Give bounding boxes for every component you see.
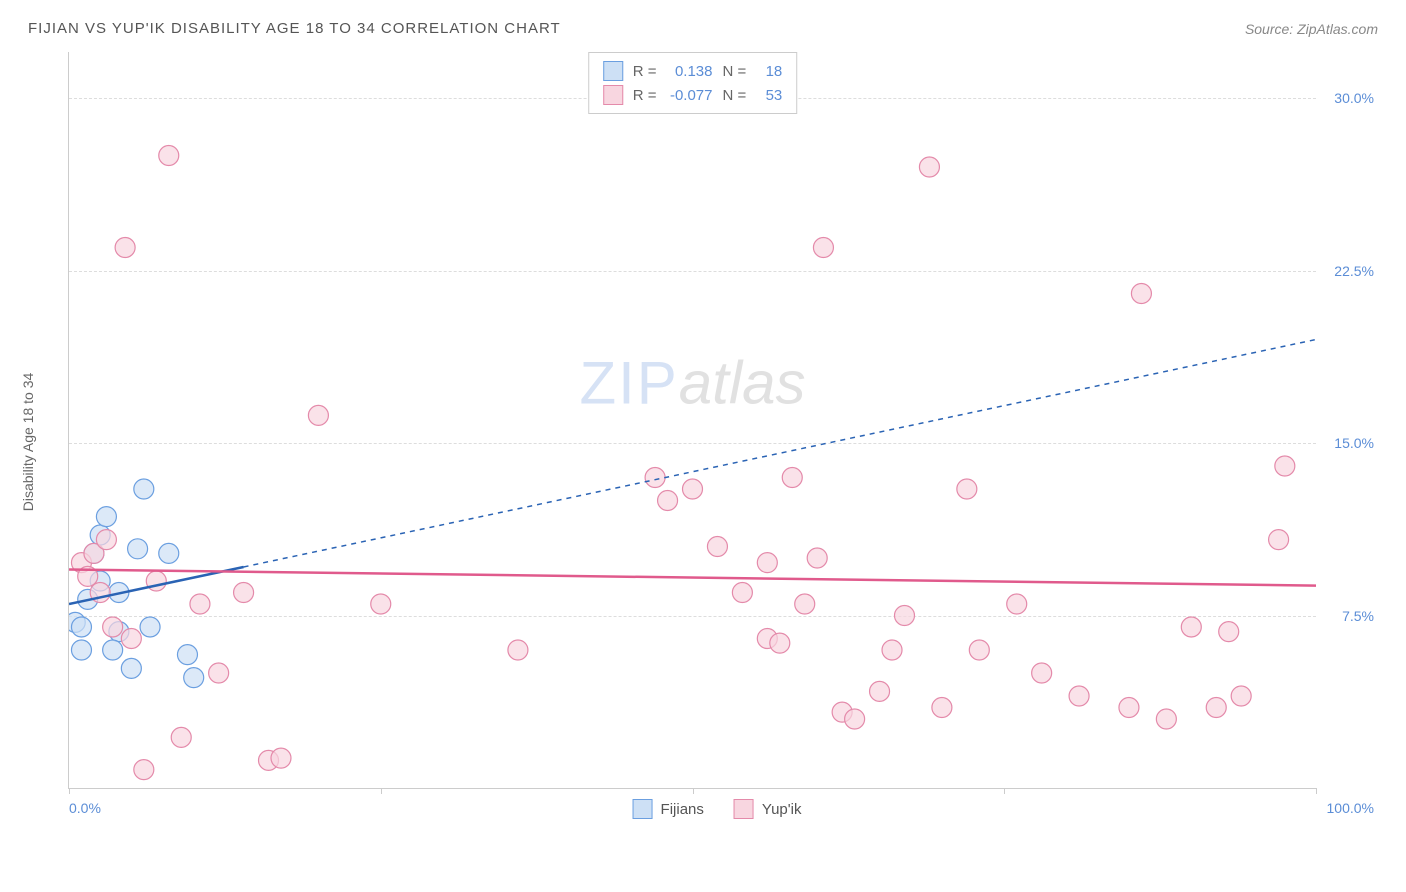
stat-r-value: -0.077 xyxy=(667,87,713,104)
data-point xyxy=(177,645,197,665)
legend-label: Fijians xyxy=(661,801,704,818)
legend-swatch xyxy=(633,799,653,819)
data-point xyxy=(1219,622,1239,642)
data-point xyxy=(813,238,833,258)
stat-n-value: 18 xyxy=(756,63,782,80)
trend-line xyxy=(69,570,1316,586)
data-point xyxy=(1231,686,1251,706)
legend-item: Yup'ik xyxy=(734,799,802,819)
data-point xyxy=(1032,663,1052,683)
stat-r-label: R = xyxy=(633,63,657,80)
data-point xyxy=(795,594,815,614)
data-point xyxy=(308,405,328,425)
stat-n-label: N = xyxy=(723,63,747,80)
stats-legend-row: R = -0.077 N = 53 xyxy=(603,83,783,107)
x-tick-mark xyxy=(1004,788,1005,794)
plot-area: ZIPatlas R =0.138N =18R =-0.077N =53 0.0… xyxy=(68,52,1316,789)
data-point xyxy=(782,468,802,488)
data-point xyxy=(1069,686,1089,706)
data-point xyxy=(71,617,91,637)
stat-r-label: R = xyxy=(633,87,657,104)
legend-label: Yup'ik xyxy=(762,801,802,818)
data-point xyxy=(1119,698,1139,718)
legend-swatch xyxy=(603,61,623,81)
data-point xyxy=(159,543,179,563)
data-point xyxy=(919,157,939,177)
x-axis-tick-left: 0.0% xyxy=(69,800,101,816)
data-point xyxy=(707,537,727,557)
data-point xyxy=(159,146,179,166)
data-point xyxy=(1181,617,1201,637)
stat-n-label: N = xyxy=(723,87,747,104)
data-point xyxy=(1269,530,1289,550)
data-point xyxy=(371,594,391,614)
data-point xyxy=(128,539,148,559)
data-point xyxy=(732,583,752,603)
data-point xyxy=(190,594,210,614)
data-point xyxy=(969,640,989,660)
chart-header: FIJIAN VS YUP'IK DISABILITY AGE 18 TO 34… xyxy=(20,20,1386,37)
data-point xyxy=(140,617,160,637)
data-point xyxy=(508,640,528,660)
data-point xyxy=(658,491,678,511)
data-point xyxy=(121,629,141,649)
data-point xyxy=(96,507,116,527)
legend-swatch xyxy=(734,799,754,819)
data-point xyxy=(932,698,952,718)
data-point xyxy=(103,617,123,637)
data-point xyxy=(271,748,291,768)
data-point xyxy=(894,606,914,626)
data-point xyxy=(1007,594,1027,614)
trend-line-dashed xyxy=(244,340,1316,567)
data-point xyxy=(115,238,135,258)
data-point xyxy=(1275,456,1295,476)
data-point xyxy=(209,663,229,683)
y-axis-label: Disability Age 18 to 34 xyxy=(20,373,36,512)
data-point xyxy=(184,668,204,688)
stats-legend-row: R = 0.138 N = 18 xyxy=(603,59,783,83)
x-tick-mark xyxy=(693,788,694,794)
x-axis-tick-right: 100.0% xyxy=(1327,800,1374,816)
data-point xyxy=(96,530,116,550)
data-point xyxy=(957,479,977,499)
data-point xyxy=(807,548,827,568)
chart-source: Source: ZipAtlas.com xyxy=(1245,21,1378,37)
data-point xyxy=(134,760,154,780)
data-point xyxy=(103,640,123,660)
data-point xyxy=(234,583,254,603)
data-point xyxy=(71,640,91,660)
legend-swatch xyxy=(603,85,623,105)
stats-legend: R = 0.138 N = 18 R = -0.077 N = 53 xyxy=(588,52,798,114)
stat-n-value: 53 xyxy=(756,87,782,104)
data-point xyxy=(683,479,703,499)
x-tick-mark xyxy=(69,788,70,794)
data-point xyxy=(1131,284,1151,304)
data-point xyxy=(121,658,141,678)
data-point xyxy=(870,681,890,701)
y-axis-tick: 22.5% xyxy=(1334,263,1374,279)
data-point xyxy=(757,553,777,573)
data-point xyxy=(770,633,790,653)
data-point xyxy=(1156,709,1176,729)
data-point xyxy=(134,479,154,499)
chart-container: Disability Age 18 to 34 ZIPatlas R =0.13… xyxy=(58,47,1376,837)
legend-item: Fijians xyxy=(633,799,704,819)
x-tick-mark xyxy=(381,788,382,794)
y-axis-tick: 30.0% xyxy=(1334,90,1374,106)
x-tick-mark xyxy=(1316,788,1317,794)
y-axis-tick: 15.0% xyxy=(1334,435,1374,451)
data-point xyxy=(171,727,191,747)
data-point xyxy=(645,468,665,488)
y-axis-tick: 7.5% xyxy=(1342,608,1374,624)
chart-title: FIJIAN VS YUP'IK DISABILITY AGE 18 TO 34… xyxy=(28,20,561,37)
chart-svg xyxy=(69,52,1316,788)
data-point xyxy=(1206,698,1226,718)
bottom-legend: Fijians Yup'ik xyxy=(633,799,802,819)
data-point xyxy=(845,709,865,729)
data-point xyxy=(882,640,902,660)
stat-r-value: 0.138 xyxy=(667,63,713,80)
